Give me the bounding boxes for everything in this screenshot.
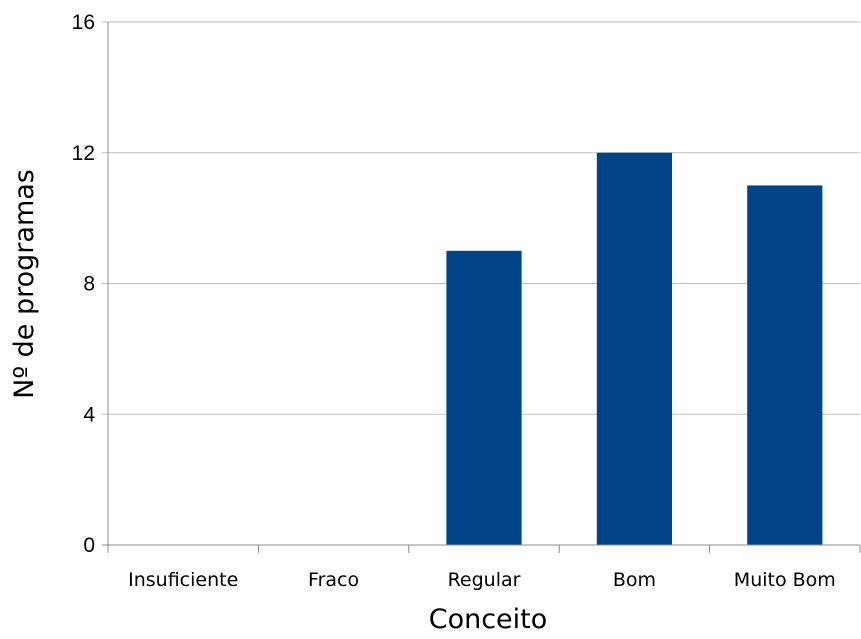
- x-tick-label: Bom: [613, 569, 656, 591]
- x-tick-label: Fraco: [308, 569, 359, 591]
- x-axis-title: Conceito: [429, 604, 548, 635]
- y-tick-label: 12: [72, 142, 95, 165]
- bar: [446, 250, 522, 545]
- x-tick-label: Insuficiente: [128, 569, 238, 591]
- y-axis-title: Nº de programas: [9, 169, 40, 399]
- x-tick-label: Regular: [448, 569, 521, 591]
- y-tick-label: 0: [83, 534, 95, 557]
- y-tick-label: 16: [72, 11, 95, 34]
- y-tick-label: 4: [83, 403, 95, 426]
- x-tick-labels: Insuficiente Fraco Regular Bom Muito Bom: [128, 569, 836, 591]
- bars: [446, 152, 823, 545]
- x-tick-label: Muito Bom: [734, 569, 836, 591]
- axes: [102, 22, 861, 553]
- y-tick-label: 8: [83, 273, 95, 296]
- y-tick-labels: 0 4 8 12 16: [72, 11, 96, 557]
- bar: [596, 152, 672, 545]
- bar: [747, 185, 823, 545]
